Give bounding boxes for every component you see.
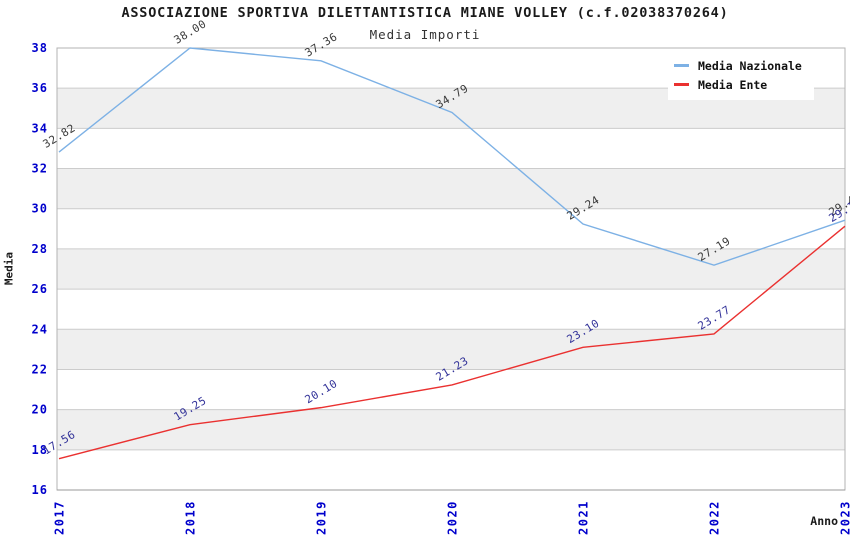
- legend-item-media-nazionale: Media Nazionale: [674, 56, 814, 75]
- chart-subtitle: Media Importi: [369, 27, 481, 42]
- y-tick-label: 24: [32, 322, 48, 336]
- plot-band: [57, 289, 845, 330]
- y-axis-title: Media: [2, 251, 16, 286]
- plot-band: [57, 248, 845, 290]
- y-tick-label: 30: [32, 202, 48, 216]
- data-point-label: 38.00: [172, 17, 209, 46]
- y-tick-label: 20: [32, 403, 48, 417]
- legend-label: Media Nazionale: [698, 58, 802, 73]
- plot-band: [57, 128, 845, 169]
- plot-band: [57, 208, 845, 249]
- plot-band: [57, 369, 845, 410]
- series-line-media-nazionale: [58, 47, 846, 266]
- y-tick-label: 36: [32, 81, 48, 95]
- y-tick-label: 22: [32, 362, 48, 376]
- media-nazionale-line-swatch-icon: [674, 64, 689, 67]
- x-tick-label: 2019: [315, 500, 329, 535]
- plot-band: [57, 409, 845, 450]
- y-tick-label: 26: [32, 282, 48, 296]
- y-tick-label: 28: [32, 242, 48, 256]
- legend-item-media-ente: Media Ente: [674, 75, 814, 94]
- x-tick-label: 2020: [446, 500, 460, 535]
- y-tick-label: 32: [32, 162, 48, 176]
- x-tick-label: 2017: [53, 500, 67, 535]
- plot-band: [57, 329, 845, 370]
- y-tick-label: 18: [32, 443, 48, 457]
- y-tick-label: 38: [32, 41, 48, 55]
- legend: Media Nazionale Media Ente: [668, 50, 814, 100]
- legend-label: Media Ente: [698, 77, 768, 92]
- y-tick-label: 34: [32, 121, 48, 135]
- plot-band: [57, 168, 845, 209]
- x-tick-label: 2022: [708, 500, 722, 535]
- plot-band: [57, 449, 845, 490]
- series-line-media-ente: [58, 225, 846, 460]
- x-tick-label: 2018: [184, 500, 198, 535]
- x-axis-title: Anno: [810, 514, 838, 528]
- x-tick-label: 2021: [577, 500, 591, 535]
- media-ente-line-swatch-icon: [674, 83, 689, 86]
- chart-title: ASSOCIAZIONE SPORTIVA DILETTANTISTICA MI…: [121, 5, 729, 21]
- x-tick-label: 2023: [839, 500, 850, 535]
- y-tick-label: 16: [32, 483, 48, 497]
